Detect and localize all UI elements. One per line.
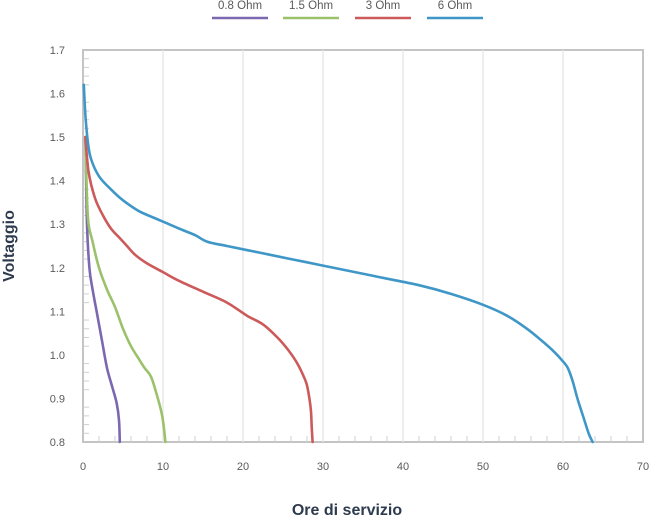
y-tick-label: 1.4 [50,176,65,188]
series-lines [82,83,594,444]
series-line-1-5-ohm [84,135,167,444]
series-line-3-ohm [84,135,314,444]
grid [162,50,564,442]
series-line-0-8-ohm [84,135,122,444]
x-axis-title: Ore di servizio [292,502,402,517]
legend-label-3-ohm: 3 Ohm [366,0,401,12]
y-tick-label: 1.5 [50,132,65,144]
x-tick-label: 20 [237,461,249,473]
legend: 0.8 Ohm 1.5 Ohm 3 Ohm 6 Ohm [212,0,483,20]
y-axis-title: Voltaggio [1,210,18,282]
legend-label-1-5-ohm: 1.5 Ohm [289,0,333,12]
x-tick-label: 0 [80,461,86,473]
y-tick-label: 0.9 [50,393,65,405]
x-tick-label: 70 [637,461,649,473]
legend-label-6-ohm: 6 Ohm [438,0,473,12]
y-tick-label: 1.0 [50,350,65,362]
y-tick-label: 1.7 [50,45,65,57]
y-tick-label: 1.1 [50,306,65,318]
x-tick-label: 40 [397,461,409,473]
legend-label-0-8-ohm: 0.8 Ohm [218,0,262,12]
plot-area [82,49,644,443]
y-tick-label: 1.6 [50,89,65,101]
x-tick-label: 60 [557,461,569,473]
y-tick-label: 1.2 [50,263,65,275]
y-axis: 0.8 0.9 1.0 1.1 1.2 1.3 1.4 1.5 1.6 1.7 [50,45,65,449]
minor-ticks [83,58,628,442]
x-tick-label: 50 [477,461,489,473]
y-tick-label: 0.8 [50,437,65,449]
series-line-6-ohm [82,83,594,444]
x-tick-label: 30 [317,461,329,473]
x-tick-label: 10 [157,461,169,473]
x-axis: 0 10 20 30 40 50 60 70 [80,461,649,473]
y-tick-label: 1.3 [50,219,65,231]
